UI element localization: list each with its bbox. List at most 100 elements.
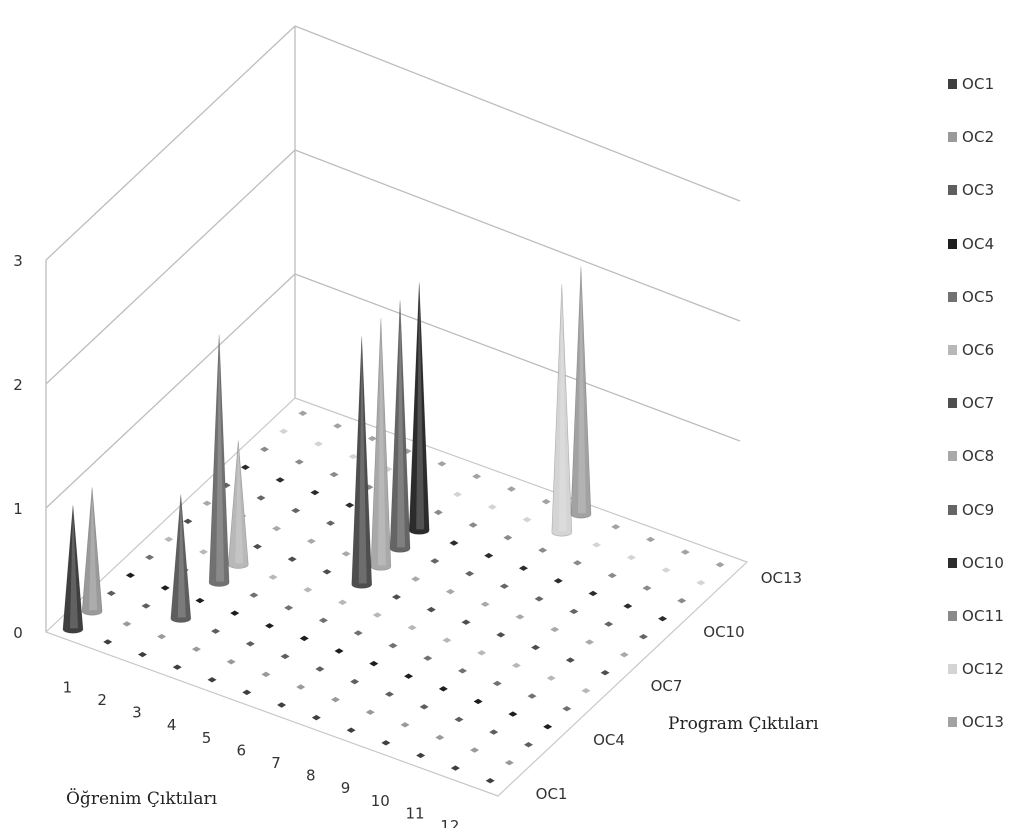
zero-marker	[367, 435, 377, 442]
legend-label: OC7	[962, 394, 995, 413]
zero-marker	[125, 572, 135, 579]
zero-marker	[350, 678, 360, 685]
zero-marker	[546, 675, 556, 681]
zero-marker	[437, 461, 447, 467]
cone-bar	[170, 494, 192, 623]
zero-marker	[534, 596, 544, 602]
zero-marker	[331, 696, 340, 703]
zero-marker	[207, 677, 217, 683]
x-tick-label: 11	[406, 804, 425, 822]
zero-marker	[249, 592, 259, 598]
zero-marker	[492, 680, 502, 687]
legend-label: OC9	[962, 500, 995, 519]
cone-highlight	[358, 336, 367, 584]
zero-marker	[454, 716, 464, 723]
zero-marker	[298, 410, 308, 417]
z-tick-label: 0	[13, 624, 23, 642]
zero-marker	[550, 626, 560, 633]
z-gridline-back	[294, 25, 741, 202]
zero-marker	[680, 549, 690, 555]
zero-marker	[435, 734, 445, 741]
zero-marker	[519, 565, 528, 571]
legend-swatch	[948, 504, 957, 515]
zero-marker	[423, 655, 433, 661]
zero-marker	[499, 583, 509, 589]
zero-marker	[449, 540, 459, 546]
zero-marker	[240, 464, 250, 471]
cone-highlight	[377, 318, 386, 566]
zero-marker	[407, 624, 417, 631]
zero-marker	[313, 441, 323, 447]
zero-marker	[527, 693, 537, 699]
zero-marker	[506, 486, 516, 492]
zero-marker	[588, 590, 598, 597]
zero-marker	[265, 623, 274, 629]
cone-bar	[551, 284, 573, 537]
zero-marker	[172, 664, 182, 670]
zero-marker	[485, 777, 495, 784]
chart-tick-labels: 012312345678910111213OC1OC4OC7OC10OC13	[13, 252, 802, 828]
legend-item: OC5	[948, 285, 994, 309]
x-tick-label: 8	[306, 767, 316, 785]
zero-marker	[592, 542, 602, 548]
cone-bar	[389, 300, 411, 553]
zero-marker	[103, 639, 113, 645]
cone-bar	[227, 440, 249, 569]
x-tick-label: 9	[341, 779, 351, 797]
cone-highlight	[216, 334, 225, 582]
zero-marker	[411, 576, 421, 582]
zero-marker	[531, 644, 541, 651]
x-tick-label: 7	[271, 754, 281, 772]
zero-marker	[503, 534, 513, 541]
legend-item: OC4	[948, 232, 994, 256]
zero-marker	[164, 536, 174, 543]
z-tick-label: 3	[13, 252, 23, 270]
cone-highlight	[416, 282, 425, 530]
zero-marker	[581, 687, 591, 694]
zero-marker	[284, 605, 294, 611]
legend-swatch	[948, 291, 957, 302]
zero-marker	[696, 579, 706, 586]
zero-marker	[400, 722, 410, 728]
depth-tick-label: OC13	[761, 569, 802, 587]
legend-swatch	[948, 238, 957, 249]
zero-marker	[260, 446, 269, 453]
zero-marker	[524, 741, 533, 748]
legend-label: OC1	[962, 75, 995, 93]
zero-marker	[472, 473, 482, 480]
cone-highlight	[69, 505, 78, 629]
zero-marker	[369, 660, 379, 667]
legend-label: OC12	[962, 660, 1005, 679]
depth-tick-label: OC4	[593, 731, 625, 749]
zero-marker	[623, 603, 633, 609]
zero-marker	[419, 704, 429, 710]
zero-marker	[511, 662, 521, 669]
legend-item: OC8	[948, 444, 994, 468]
zero-marker	[311, 714, 321, 721]
zero-marker	[642, 585, 652, 591]
cone-highlight	[89, 487, 98, 611]
legend-swatch	[948, 185, 957, 196]
zero-marker	[275, 477, 285, 483]
legend-label: OC13	[962, 713, 1005, 732]
cone-bar	[62, 505, 84, 634]
chart-cones	[62, 266, 592, 634]
zero-marker	[318, 617, 328, 624]
legend-label: OC2	[962, 128, 995, 147]
zero-marker	[450, 765, 460, 771]
zero-marker	[348, 453, 358, 460]
zero-marker	[445, 588, 455, 595]
x-tick-label: 1	[63, 678, 73, 696]
zero-marker	[199, 549, 208, 555]
zero-marker	[433, 509, 443, 516]
zero-marker	[430, 558, 440, 564]
legend-item: OC1	[948, 72, 994, 96]
zero-marker	[329, 471, 339, 478]
zero-marker	[638, 633, 648, 640]
zero-marker	[353, 630, 363, 636]
zero-marker	[138, 651, 147, 658]
zero-marker	[438, 686, 448, 692]
x-axis-title: Öğrenim Çıktıları	[66, 789, 218, 809]
zero-marker	[611, 524, 621, 530]
